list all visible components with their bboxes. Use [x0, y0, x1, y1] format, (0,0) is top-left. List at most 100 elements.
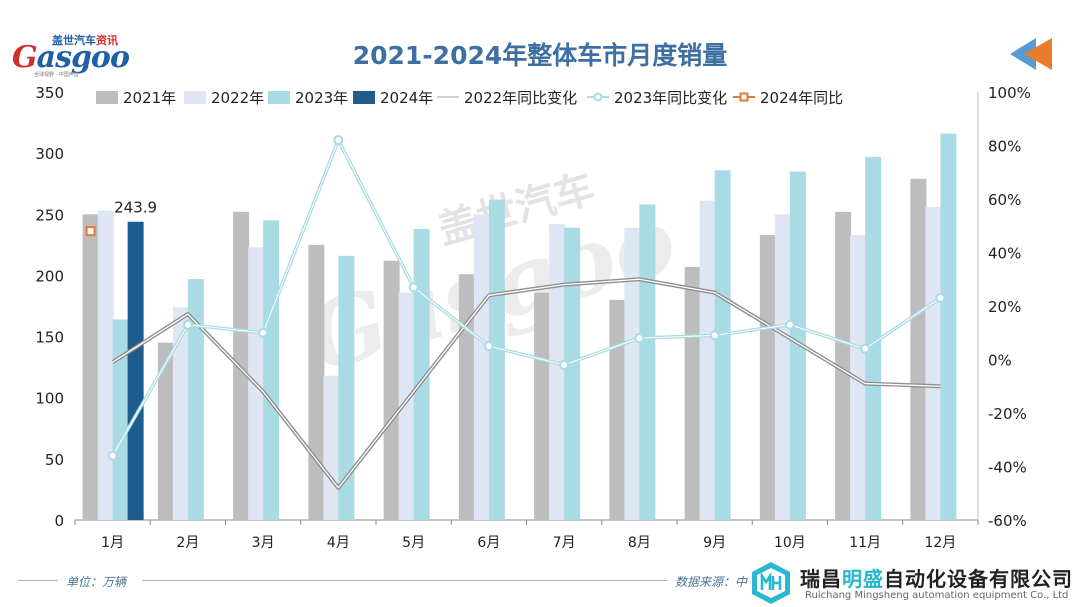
logo-wordmark: Gasgoo: [12, 40, 130, 75]
bar-2023-12: [940, 133, 957, 520]
y2-tick-label: 80%: [988, 138, 1021, 156]
bar-2022-2: [172, 307, 189, 520]
legend-marker: [593, 92, 603, 102]
y-tick-label: 250: [35, 206, 64, 224]
point-2023-yoy-7: [559, 359, 570, 370]
bar-2022-12: [925, 206, 942, 520]
company-name-en: Ruichang Mingsheng automation equipment …: [805, 590, 1069, 601]
legend-swatch-2: [184, 91, 206, 104]
x-tick-label: 12月: [924, 535, 956, 551]
bar-2023-9: [714, 170, 731, 520]
legend-label-5: 2022年同比变化: [464, 89, 577, 107]
y-tick-label: 150: [35, 329, 64, 347]
bar-2021-5: [383, 260, 400, 520]
bar-2021-6: [458, 274, 475, 520]
point-2023-yoy-8: [634, 333, 645, 344]
point-2023-yoy-4: [333, 135, 344, 146]
company-name: 瑞昌明盛自动化设备有限公司: [800, 567, 1073, 591]
y2-tick-label: 20%: [988, 298, 1021, 316]
company-logo-icon: [752, 562, 790, 604]
line-2022-yoy-highlight: [112, 278, 941, 489]
point-2023-yoy-9: [709, 330, 720, 341]
bar-2022-7: [549, 224, 566, 520]
x-tick-label: 7月: [553, 535, 576, 551]
bar-2021-10: [759, 235, 776, 520]
x-tick-label: 8月: [628, 535, 651, 551]
legend-swatch-3: [268, 91, 290, 104]
x-tick-label: 3月: [252, 535, 275, 551]
y-tick-label: 100: [35, 390, 64, 408]
bar-2023-8: [639, 204, 656, 520]
bar-2023-11: [865, 156, 882, 520]
bar-2021-4: [308, 244, 325, 520]
point-2023-yoy-2: [182, 319, 193, 330]
x-tick-label: 4月: [327, 535, 350, 551]
bar-2022-9: [699, 200, 716, 520]
bar-2022-5: [398, 292, 415, 520]
legend-swatch-4: [353, 91, 375, 104]
bar-2024-1: [127, 221, 144, 520]
bar-2022-4: [323, 375, 340, 520]
bar-2021-9: [684, 266, 701, 520]
y2-tick-label: -60%: [988, 512, 1027, 530]
legend-marker: [739, 92, 749, 102]
bar-2022-6: [473, 214, 490, 521]
point-2023-yoy-11: [860, 343, 871, 354]
bar-2023-5: [413, 228, 430, 520]
x-tick-label: 9月: [703, 535, 726, 551]
y-tick-label: 0: [54, 512, 64, 530]
y-tick-label: 350: [35, 84, 64, 102]
x-tick-label: 6月: [477, 535, 500, 551]
point-2023-yoy-1: [107, 450, 118, 461]
logo-subtitle: 全球视野 · 中国声音: [34, 72, 79, 78]
legend-label-6: 2023年同比变化: [614, 89, 727, 107]
x-tick-label: 11月: [849, 535, 881, 551]
legend-label-1: 2021年: [123, 89, 176, 107]
chart-title: 2021-2024年整体车市月度销量: [352, 41, 728, 70]
bar-2023-1: [112, 319, 129, 520]
point-2023-yoy-10: [784, 319, 795, 330]
legend-swatch-1: [96, 91, 118, 104]
y-tick-label: 200: [35, 267, 64, 285]
bar-2023-7: [564, 227, 581, 521]
bar-2021-11: [835, 211, 852, 520]
bar-2022-10: [774, 214, 791, 521]
logo-tagline: 盖世汽车资讯: [52, 34, 118, 47]
bar-2023-3: [263, 220, 280, 520]
point-2023-yoy-12: [935, 292, 946, 303]
legend-label-2: 2022年: [211, 89, 264, 107]
y-tick-label: 50: [45, 451, 64, 469]
y2-tick-label: 60%: [988, 191, 1021, 209]
gasgoo-logo: 盖世汽车资讯 Gasgoo 全球视野 · 中国声音: [12, 30, 130, 82]
y2-tick-label: 40%: [988, 245, 1021, 263]
bar-2021-2: [157, 342, 174, 520]
point-2023-yoy-3: [258, 327, 269, 338]
point-2023-yoy-5: [408, 282, 419, 293]
y2-tick-label: -20%: [988, 405, 1027, 423]
y2-tick-label: 100%: [988, 84, 1031, 102]
y2-tick-label: 0%: [988, 352, 1012, 370]
line-2023-yoy-highlight: [112, 139, 941, 457]
source-label: 数据来源：中: [675, 575, 748, 589]
point-2024-yoy-1: [85, 226, 96, 237]
bar-2023-4: [338, 255, 355, 520]
bar-2021-8: [609, 299, 626, 520]
legend-label-7: 2024年同比: [760, 89, 843, 107]
bar-2022-1: [97, 210, 114, 521]
footer-divider-mid: [142, 580, 667, 581]
x-tick-label: 5月: [402, 535, 425, 551]
legend-label-3: 2023年: [295, 89, 348, 107]
y2-tick-label: -40%: [988, 459, 1027, 477]
corner-arrow-icon: [1010, 38, 1052, 70]
data-label: 243.9: [114, 199, 157, 217]
bar-2021-12: [910, 178, 927, 520]
x-tick-label: 1月: [101, 535, 124, 551]
bar-2022-8: [624, 227, 641, 521]
legend-label-4: 2024年: [380, 89, 433, 107]
footer-divider-left: [18, 580, 58, 581]
x-tick-label: 10月: [774, 535, 806, 551]
unit-label: 单位：万辆: [66, 575, 127, 589]
bar-2023-10: [789, 171, 806, 520]
bar-2021-1: [82, 214, 99, 521]
